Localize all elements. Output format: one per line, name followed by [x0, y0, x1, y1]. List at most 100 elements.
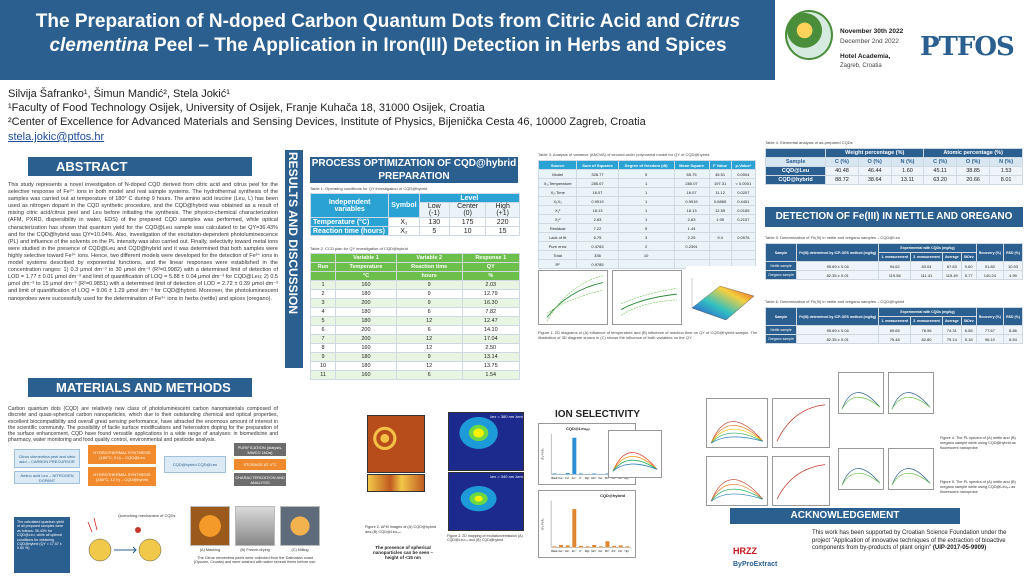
table2-cell: 6	[309, 325, 337, 335]
table1-level: Low (-1)	[418, 202, 450, 218]
table2-header-cell: Response 1	[461, 253, 521, 263]
table3-cell: X₁-Temperature	[537, 178, 578, 188]
spectrum	[710, 488, 764, 502]
selectivity-label-hybrid: CQD@hybrid	[600, 493, 626, 498]
table-cell: 79.14	[941, 334, 962, 344]
ex-em-label: λex = 340 nm λem = 410 nm	[490, 474, 541, 479]
table1-cell: 15	[485, 226, 520, 236]
selectivity-chart-hybrid: Blank Ca²⁺ Cu²⁺ Fe³⁺ K⁺ Mg²⁺ Mn²⁺ Na⁺ Pb²⁺ Zn²⁺ Co…	[538, 490, 636, 558]
acknowledgement-text: This work has been supported by Croatian…	[812, 530, 1024, 553]
table2-cell: 200	[335, 325, 397, 335]
oregano-spectra-hybrid-svg	[891, 392, 931, 410]
table1-cell: X₁	[388, 217, 420, 227]
curve	[620, 299, 677, 316]
nettle-spectra-leu-svg	[841, 468, 881, 486]
quench-fit-leu-svg	[776, 464, 826, 500]
table3-cell: 285.07	[576, 178, 619, 188]
tick-label: Cu²⁺	[565, 476, 571, 480]
table2-cell: 17.04	[461, 334, 521, 344]
spectrum	[891, 468, 931, 486]
figure1-plot-c	[686, 266, 758, 328]
bar	[592, 473, 597, 475]
table3-cell: 5	[617, 223, 675, 233]
table2-cell: 6	[395, 370, 463, 380]
table6-caption: Table 6. Determination of Fe(III) in net…	[765, 299, 905, 304]
bar	[598, 546, 603, 548]
table-cell: 95.69 ± 0.04	[796, 325, 880, 335]
tick-label: Pb²⁺	[605, 549, 611, 553]
bar	[605, 541, 610, 548]
bar	[552, 546, 557, 548]
table4-cell: CQD@hybrid	[764, 175, 827, 185]
table2-header-cell	[309, 253, 337, 263]
cqd-particle	[138, 538, 162, 562]
pl-spectra-hybrid	[706, 398, 768, 448]
table-row: Model 328.77 5 65.75 45.51 0.0004	[537, 169, 757, 179]
spectrum	[841, 468, 881, 486]
spectrum	[710, 436, 764, 444]
table-row: X₂-Time 16.07 1 16.07 11.12 0.0207	[537, 187, 757, 197]
methods-text: Carbon quantum dots (CQD) are relatively…	[8, 406, 278, 444]
cqd-particle	[88, 538, 112, 562]
table4-caption: Table 4. Elemental analysis of as-prepar…	[765, 140, 853, 145]
table-row: CQD@hybrid 88.72 38.64 13.11 63.20 20.66 8.01	[764, 175, 1023, 185]
table-cell: 87.83	[941, 261, 962, 271]
title-line2: Peel – The Application in Iron(III) Dete…	[153, 35, 727, 56]
affiliation-2: ²Center of Excellence for Advanced Mater…	[8, 116, 646, 128]
flow-storage: STORAGE AT 4°C	[234, 459, 286, 470]
table2-cell: 180	[335, 352, 397, 362]
tick-label: Fe³⁺	[572, 476, 578, 480]
tick-label: Zn²⁺	[612, 549, 618, 553]
table3-cell: 16.07	[576, 187, 619, 197]
spectrum	[710, 432, 764, 444]
tick-label: Hg²⁺	[625, 549, 631, 553]
table2-cell: 9	[395, 352, 463, 362]
table-row: X₁X₂ 0.9919 1 0.9919 0.6865 0.4451	[537, 196, 757, 206]
table3-cell: < 0.0001	[730, 178, 757, 188]
table-row: 10 180 12 13.75	[309, 361, 521, 371]
bar	[592, 544, 597, 548]
table3-cell: 7.22	[576, 223, 619, 233]
abstract-text: This study represents a novel investigat…	[8, 182, 278, 302]
bar	[559, 544, 564, 548]
table2-cell: 3	[309, 298, 337, 308]
table2-cell: 12.47	[461, 316, 521, 326]
tick-label: Hg²⁺	[625, 476, 631, 480]
table2-cell: 180	[335, 307, 397, 317]
table2-header-cell	[309, 271, 337, 281]
table2-header-cell: Variable 2	[395, 253, 463, 263]
table-header-cell: 1. measurement	[878, 252, 912, 262]
table3-cell: X₁²	[537, 205, 578, 215]
nettle-spectra-leu	[838, 448, 884, 490]
table3: Source Sum of Squares Degree of freedom (d…	[537, 160, 757, 269]
tick-label: Blank	[551, 550, 558, 553]
table3-cell: 0.6865	[708, 196, 732, 206]
table4-subheader: Sample C (%) O (%) N (%) C (%) O (%) N (%)	[764, 157, 1023, 167]
table-cell: 5.18	[960, 334, 977, 344]
table-row: Oregano sample 82.35 ± 0.01 119.56 111.41 11…	[764, 270, 1023, 280]
spectrum	[891, 392, 931, 410]
table1: Independent variables Symbol Level Low (…	[309, 193, 521, 236]
quench-fit-hybrid	[772, 398, 830, 448]
spectrum	[612, 456, 658, 472]
poster-title: The Preparation of N-doped Carbon Quantu…	[8, 10, 768, 58]
table2-cell: 7	[309, 334, 337, 344]
tick-label: Na⁺	[599, 549, 604, 553]
figure5-caption: Figure 5. The PL spectra of (A) nettle a…	[940, 480, 1016, 494]
figure1-plot-b	[612, 270, 682, 325]
table2-caption: Table 2. CCD plan for QY investigation o…	[310, 246, 408, 251]
table3-cell: X₁X₂	[537, 196, 578, 206]
table2-cell: 16.30	[461, 298, 521, 308]
table2-cell: 4	[309, 307, 337, 317]
email-link[interactable]: stela.jokic@ptfos.hr	[8, 131, 105, 143]
table-cell: Nettle sample	[764, 261, 798, 271]
conference-logo	[785, 10, 833, 60]
chart-axis	[551, 433, 631, 475]
figure1-plot-a	[538, 270, 608, 325]
methods-heading: MATERIALS AND METHODS	[28, 378, 252, 397]
quenching-mechanism	[78, 512, 173, 574]
curve	[546, 282, 603, 318]
table2-header-cell: Run	[309, 262, 337, 272]
table-row: 7 200 12 17.04	[309, 334, 521, 344]
photo-caption: The Citrus clementina peels were collect…	[193, 556, 317, 564]
